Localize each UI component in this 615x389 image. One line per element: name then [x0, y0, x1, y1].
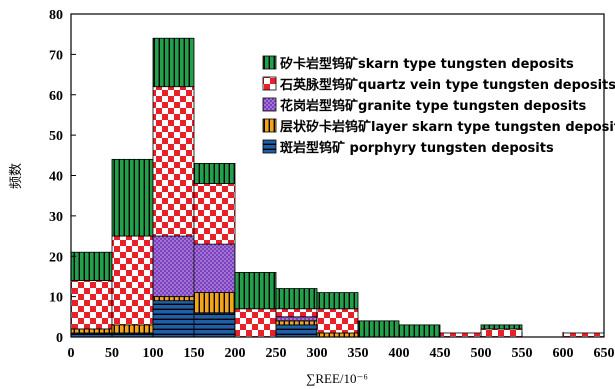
y-tick-label: 20 [49, 250, 63, 265]
bar-segment-checker-red-bin-450 [439, 332, 482, 338]
bar-segment-horizontal-stripes-bin-100 [152, 300, 195, 338]
bar-segment-vertical-stripes-green-bin-50 [111, 158, 154, 237]
y-tick-label: 30 [49, 210, 63, 225]
bar-segment-horizontal-stripes-bin-50 [111, 332, 154, 338]
bar-segment-checker-red-bin-250 [275, 308, 318, 318]
bar-segment-vertical-stripes-green-bin-150 [193, 162, 236, 184]
bar-segment-dots-purple-bin-150 [193, 243, 236, 293]
x-tick-label: 400 [389, 346, 410, 361]
bar-segment-vertical-stripes-orange-bin-250 [275, 320, 318, 326]
bar-segment-vertical-stripes-green-bin-200 [234, 271, 277, 310]
legend-label: 石英脉型钨矿quartz vein type tungsten deposits [279, 77, 615, 93]
x-tick-label: 650 [594, 346, 615, 361]
bar-segment-vertical-stripes-orange-bin-100 [152, 296, 195, 302]
legend-swatch-vertical-stripes-orange [262, 118, 277, 133]
x-tick-label: 250 [266, 346, 287, 361]
bar-segment-vertical-stripes-green-bin-100 [152, 37, 195, 88]
y-tick-label: 50 [49, 129, 63, 144]
bar-segment-horizontal-stripes-bin-250 [275, 324, 318, 338]
legend-label: 花岗岩型钨矿granite type tungsten deposits [280, 98, 586, 114]
legend-label: 斑岩型钨矿 porphyry tungsten deposits [280, 140, 554, 156]
legend-swatch-horizontal-stripes [262, 139, 277, 154]
x-tick-label: 0 [68, 346, 75, 361]
bar-segment-vertical-stripes-green-bin-400 [398, 324, 441, 338]
bar-segment-horizontal-stripes-bin-150 [193, 312, 236, 338]
bar-segment-horizontal-stripes-bin-0 [70, 332, 113, 338]
bar-segment-dots-purple-bin-100 [152, 235, 195, 298]
y-tick-label: 60 [49, 89, 63, 104]
y-axis-label: 频数 [8, 163, 23, 189]
x-tick-label: 50 [105, 346, 119, 361]
bar-segment-checker-red-bin-200 [234, 308, 277, 338]
x-tick-label: 500 [471, 346, 492, 361]
bar-segment-checker-red-bin-300 [316, 308, 359, 334]
y-tick-label: 70 [49, 48, 63, 63]
bar-segment-checker-red-bin-50 [111, 235, 154, 326]
bar-segment-vertical-stripes-green-bin-500 [480, 324, 523, 330]
bar-segment-vertical-stripes-green-bin-350 [357, 320, 400, 338]
bar-segment-checker-red-bin-0 [70, 280, 113, 330]
ticks-layer: 0 50 100 150 200 250 300 350 400 450 500 550 600 650 0… [49, 8, 615, 361]
x-tick-label: 150 [184, 346, 205, 361]
bar-segment-vertical-stripes-green-bin-0 [70, 251, 113, 281]
bar-segment-checker-red-bin-100 [152, 86, 195, 237]
x-tick-label: 450 [430, 346, 451, 361]
legend-swatch-vertical-stripes-green [262, 55, 277, 70]
legend-label: 层状矽卡岩钨矿layer skarn type tungsten deposit… [280, 119, 615, 135]
x-tick-label: 350 [348, 346, 369, 361]
bar-segment-vertical-stripes-green-bin-250 [275, 288, 318, 310]
y-tick-label: 40 [49, 170, 63, 185]
bar-segment-dots-purple-bin-250 [275, 316, 318, 322]
y-tick-label: 10 [49, 291, 63, 306]
legend-label: 矽卡岩型钨矿skarn type tungsten deposits [280, 56, 574, 72]
bar-segment-vertical-stripes-orange-bin-0 [70, 328, 113, 334]
bar-segment-checker-red-bin-600 [562, 332, 605, 338]
bars-layer [70, 37, 605, 338]
x-axis-label: ∑REE/10⁻⁶ [306, 371, 368, 386]
x-tick-label: 100 [143, 346, 164, 361]
x-tick-label: 550 [512, 346, 533, 361]
y-tick-label: 0 [56, 331, 63, 346]
legend-swatch-checker-red [262, 76, 277, 91]
x-tick-label: 300 [307, 346, 328, 361]
legend: 矽卡岩型钨矿skarn type tungsten deposits 石英脉型钨矿… [262, 55, 615, 156]
bar-segment-vertical-stripes-orange-bin-50 [111, 324, 154, 334]
x-tick-label: 600 [553, 346, 574, 361]
x-tick-label: 200 [225, 346, 246, 361]
bar-segment-vertical-stripes-orange-bin-150 [193, 292, 236, 314]
bar-segment-vertical-stripes-orange-bin-300 [316, 332, 359, 338]
bar-segment-checker-red-bin-150 [193, 183, 236, 245]
y-tick-label: 80 [49, 8, 63, 23]
bar-segment-vertical-stripes-green-bin-300 [316, 292, 359, 310]
legend-swatch-dots-purple [262, 97, 277, 112]
bar-segment-checker-red-bin-500 [480, 328, 523, 338]
